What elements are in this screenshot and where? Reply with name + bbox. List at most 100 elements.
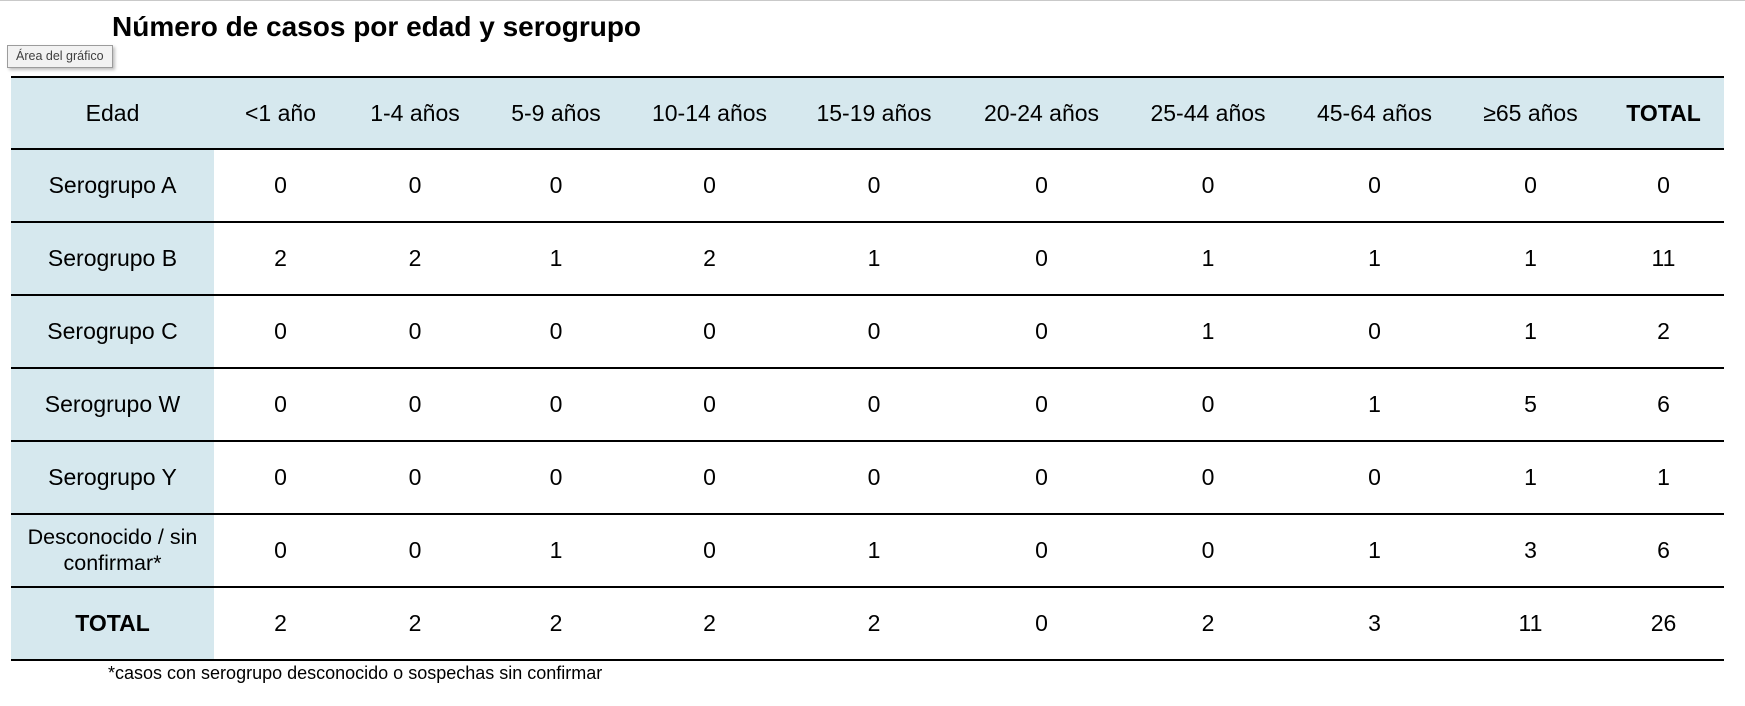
value-cell: 0	[703, 537, 716, 563]
chart-area-tooltip: Área del gráfico	[7, 45, 113, 68]
value-cell: 2	[408, 245, 422, 271]
value-cell: 0	[274, 318, 287, 344]
row-label: Serogrupo A	[11, 149, 214, 222]
value-cell: 2	[1657, 318, 1670, 344]
value-cell: 6	[1657, 391, 1670, 417]
value-cell: 1	[867, 537, 881, 563]
value-cell: 1	[867, 245, 881, 271]
value-cell: 1	[549, 245, 563, 271]
value-cell: 2	[1201, 610, 1215, 636]
table-row: Serogrupo B 2 2 1 2 1 0 1 1 1 11	[11, 222, 1724, 295]
value-cell: 0	[274, 172, 287, 198]
col-header: 5-9 años	[483, 77, 629, 149]
value-cell: 0	[549, 318, 563, 344]
value-cell: 26	[1650, 610, 1677, 636]
value-cell: 0	[1201, 391, 1215, 417]
value-cell: 6	[1657, 537, 1670, 563]
value-cell: 0	[703, 172, 716, 198]
col-header: ≥65 años	[1458, 77, 1603, 149]
col-header: TOTAL	[1603, 77, 1724, 149]
value-cell: 1	[1368, 537, 1381, 563]
value-cell: 1	[1201, 245, 1215, 271]
table-footnote: *casos con serogrupo desconocido o sospe…	[108, 663, 603, 683]
value-cell: 0	[1201, 537, 1215, 563]
table-row: Serogrupo C 0 0 0 0 0 0 1 0 1 2	[11, 295, 1724, 368]
value-cell: 0	[1035, 172, 1048, 198]
table-row: TOTAL 2 2 2 2 2 0 2 3 11 26	[11, 587, 1724, 660]
value-cell: 0	[867, 391, 881, 417]
value-cell: 2	[867, 610, 881, 636]
value-cell: 0	[703, 391, 716, 417]
col-header: 45-64 años	[1291, 77, 1458, 149]
col-header: 15-19 años	[790, 77, 958, 149]
value-cell: 0	[867, 172, 881, 198]
value-cell: 0	[274, 537, 287, 563]
value-cell: 0	[274, 391, 287, 417]
value-cell: 0	[1368, 464, 1381, 490]
col-header: <1 año	[214, 77, 347, 149]
value-cell: 0	[1201, 464, 1215, 490]
value-cell: 3	[1368, 610, 1381, 636]
value-cell: 1	[1524, 318, 1537, 344]
value-cell: 2	[274, 245, 287, 271]
col-header: 10-14 años	[629, 77, 790, 149]
value-cell: 0	[1657, 172, 1670, 198]
value-cell: 1	[549, 537, 563, 563]
table-header-row: Edad <1 año 1-4 años 5-9 años 10-14 años 15-1…	[11, 77, 1724, 149]
value-cell: 0	[1035, 464, 1048, 490]
chart-title: Número de casos por edad y serogrupo	[112, 11, 642, 42]
value-cell: 0	[1035, 391, 1048, 417]
cases-by-age-serogroup-table: Edad <1 año 1-4 años 5-9 años 10-14 años 15-1…	[11, 76, 1724, 661]
row-label: Serogrupo C	[11, 295, 214, 368]
value-cell: 2	[408, 610, 422, 636]
value-cell: 1	[1201, 318, 1215, 344]
value-cell: 0	[408, 464, 422, 490]
value-cell: 11	[1651, 245, 1676, 271]
col-header: 1-4 años	[347, 77, 483, 149]
value-cell: 1	[1524, 464, 1537, 490]
row-label: Desconocido / sin confirmar*	[11, 514, 214, 587]
value-cell: 0	[549, 391, 563, 417]
value-cell: 0	[703, 318, 716, 344]
col-header-edad: Edad	[11, 77, 214, 149]
value-cell: 2	[549, 610, 563, 636]
value-cell: 0	[1368, 172, 1381, 198]
value-cell: 0	[549, 172, 563, 198]
value-cell: 11	[1518, 610, 1543, 636]
table-row: Serogrupo W 0 0 0 0 0 0 0 1 5 6	[11, 368, 1724, 441]
value-cell: 0	[1035, 245, 1048, 271]
value-cell: 5	[1524, 391, 1537, 417]
value-cell: 0	[549, 464, 563, 490]
value-cell: 0	[867, 318, 881, 344]
table-row: Serogrupo Y 0 0 0 0 0 0 0 0 1 1	[11, 441, 1724, 514]
value-cell: 0	[1035, 610, 1048, 636]
value-cell: 0	[1201, 172, 1215, 198]
value-cell: 1	[1368, 245, 1381, 271]
value-cell: 0	[1035, 537, 1048, 563]
chart-area-tooltip-label: Área del gráfico	[16, 49, 104, 63]
value-cell: 2	[703, 245, 716, 271]
value-cell: 0	[408, 537, 422, 563]
value-cell: 0	[408, 172, 422, 198]
row-label: Serogrupo B	[11, 222, 214, 295]
value-cell: 1	[1524, 245, 1537, 271]
value-cell: 0	[1524, 172, 1537, 198]
value-cell: 1	[1368, 391, 1381, 417]
value-cell: 0	[1035, 318, 1048, 344]
table-row: Desconocido / sin confirmar* 0 0 1 0 1 0 0 1 3 6	[11, 514, 1724, 587]
value-cell: 0	[703, 464, 716, 490]
row-label: Serogrupo W	[11, 368, 214, 441]
col-header: 25-44 años	[1125, 77, 1291, 149]
table-row: Serogrupo A 0 0 0 0 0 0 0 0 0 0	[11, 149, 1724, 222]
value-cell: 0	[274, 464, 287, 490]
value-cell: 0	[408, 318, 422, 344]
row-label: TOTAL	[11, 587, 214, 660]
value-cell: 0	[1368, 318, 1381, 344]
value-cell: 1	[1657, 464, 1670, 490]
value-cell: 2	[703, 610, 716, 636]
col-header: 20-24 años	[958, 77, 1125, 149]
value-cell: 0	[408, 391, 422, 417]
value-cell: 3	[1524, 537, 1537, 563]
value-cell: 0	[867, 464, 881, 490]
